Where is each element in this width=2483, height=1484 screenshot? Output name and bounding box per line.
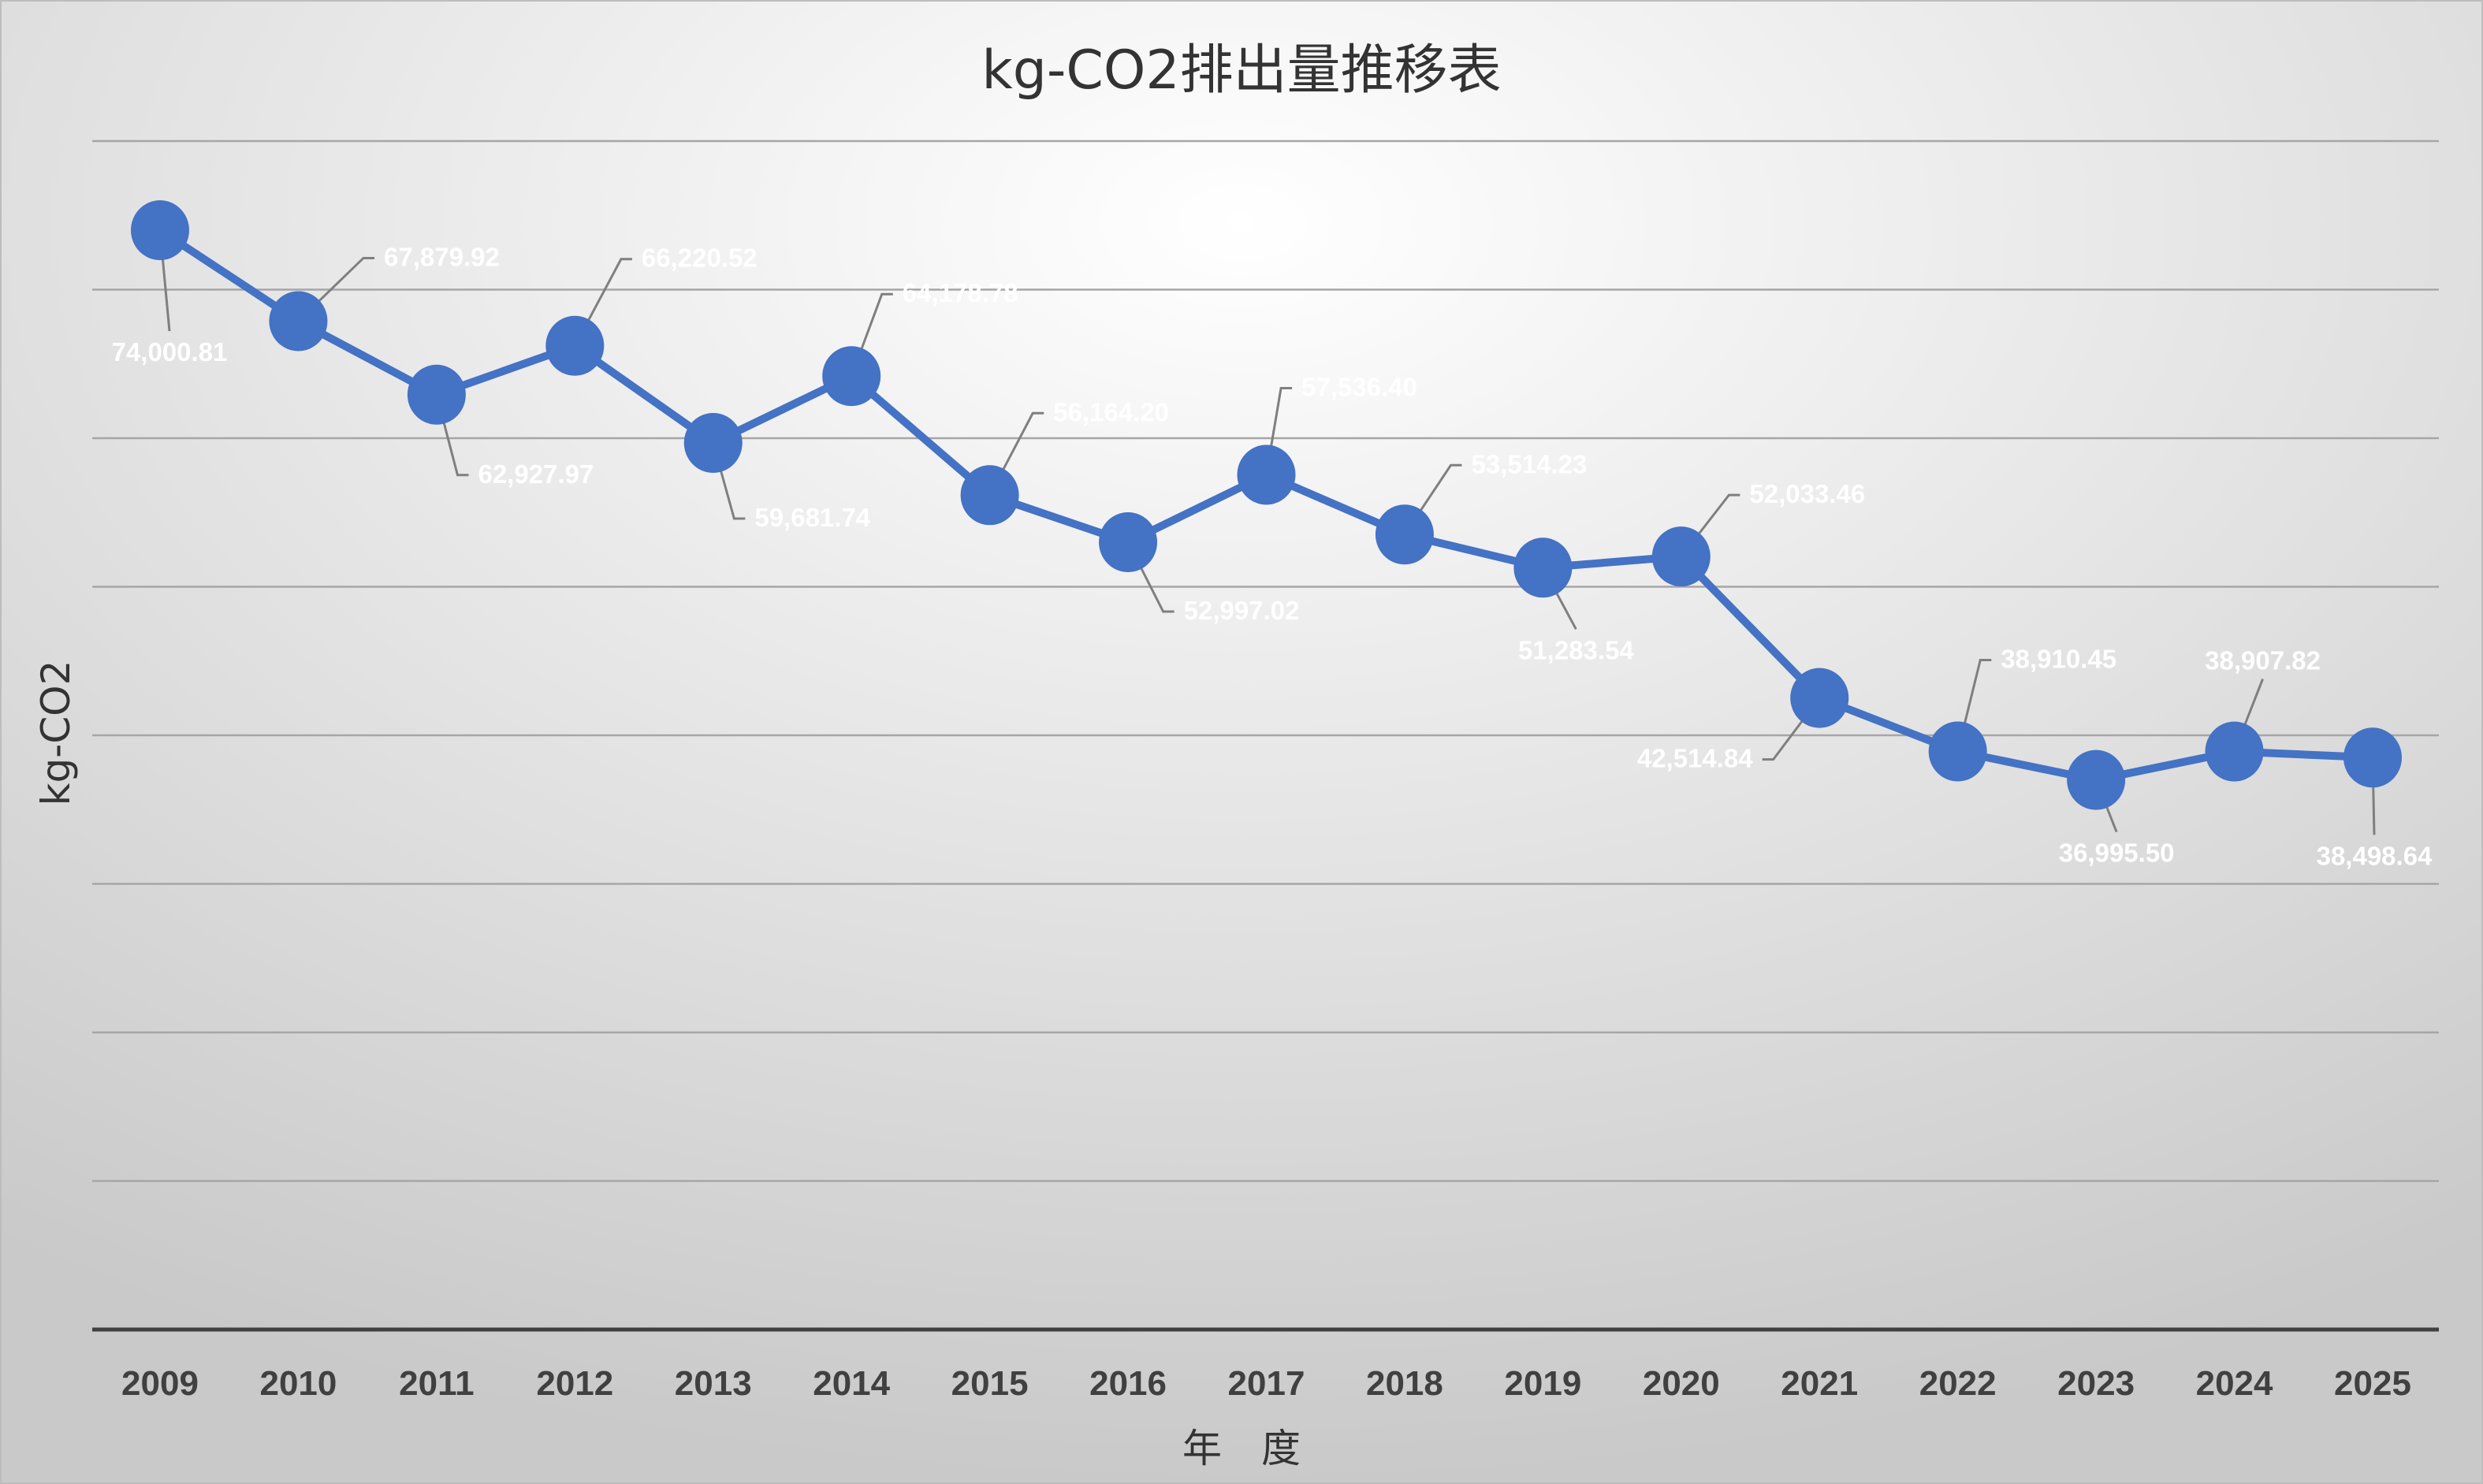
x-tick-label: 2013 bbox=[675, 1364, 752, 1403]
data-label: 67,879.92 bbox=[384, 242, 500, 271]
data-point-marker[interactable] bbox=[1099, 512, 1158, 573]
data-point-marker[interactable] bbox=[1375, 504, 1434, 565]
data-label: 56,164.20 bbox=[1053, 397, 1169, 426]
data-point-marker[interactable] bbox=[131, 200, 189, 261]
data-point-marker[interactable] bbox=[1928, 721, 1987, 782]
x-tick-label: 2016 bbox=[1089, 1364, 1167, 1403]
data-label: 42,514.84 bbox=[1637, 744, 1753, 773]
x-axis-title: 年 度 bbox=[1182, 1426, 1301, 1471]
data-label: 38,498.64 bbox=[2317, 841, 2433, 870]
leader-line bbox=[1956, 659, 1992, 752]
data-label: 74,000.81 bbox=[112, 337, 228, 366]
x-tick-label: 2024 bbox=[2196, 1364, 2273, 1403]
x-tick-label: 2019 bbox=[1504, 1364, 1581, 1403]
data-point-marker[interactable] bbox=[407, 364, 466, 425]
data-point-marker[interactable] bbox=[960, 465, 1019, 526]
data-point-marker[interactable] bbox=[545, 315, 605, 376]
x-tick-label: 2021 bbox=[1781, 1364, 1858, 1403]
data-label: 64,178.78 bbox=[903, 278, 1018, 307]
leader-line bbox=[297, 256, 375, 322]
data-label: 66,220.52 bbox=[642, 244, 758, 273]
data-point-marker[interactable] bbox=[2343, 727, 2402, 788]
leader-line bbox=[988, 411, 1044, 497]
data-label: 51,283.54 bbox=[1518, 635, 1634, 664]
leader-line bbox=[573, 258, 632, 347]
data-label: 52,997.02 bbox=[1184, 596, 1300, 625]
x-tick-label: 2025 bbox=[2334, 1364, 2411, 1403]
data-point-marker[interactable] bbox=[269, 291, 328, 351]
data-point-marker[interactable] bbox=[1237, 444, 1296, 505]
x-tick-label: 2012 bbox=[536, 1364, 613, 1403]
data-label: 53,514.23 bbox=[1472, 449, 1588, 478]
x-tick-label: 2010 bbox=[259, 1364, 337, 1403]
data-label: 57,536.40 bbox=[1301, 372, 1417, 401]
x-tick-label: 2020 bbox=[1643, 1364, 1720, 1403]
x-tick-label: 2015 bbox=[951, 1364, 1029, 1403]
x-tick-label: 2009 bbox=[121, 1364, 199, 1403]
data-label: 36,995.50 bbox=[2059, 839, 2175, 868]
x-tick-label: 2011 bbox=[399, 1364, 474, 1403]
data-label: 62,927.97 bbox=[478, 459, 594, 489]
x-tick-label: 2017 bbox=[1228, 1364, 1305, 1403]
data-point-marker[interactable] bbox=[1651, 526, 1711, 587]
data-point-marker[interactable] bbox=[1790, 668, 1849, 728]
x-tick-label: 2018 bbox=[1366, 1364, 1443, 1403]
chart-title: kg-CO2排出量推移表 bbox=[981, 39, 1501, 102]
x-tick-label: 2022 bbox=[1919, 1364, 1997, 1403]
y-axis-title: kg-CO2 bbox=[33, 660, 79, 806]
x-tick-label: 2023 bbox=[2057, 1364, 2135, 1403]
data-point-marker[interactable] bbox=[2067, 749, 2126, 810]
data-point-marker[interactable] bbox=[2205, 721, 2264, 782]
data-point-marker[interactable] bbox=[683, 412, 743, 473]
data-point-marker[interactable] bbox=[822, 346, 881, 407]
data-label: 38,910.45 bbox=[2001, 645, 2116, 674]
data-point-marker[interactable] bbox=[1513, 537, 1573, 598]
x-tick-label: 2014 bbox=[813, 1364, 890, 1403]
data-label: 59,681.74 bbox=[754, 503, 870, 532]
data-label: 52,033.46 bbox=[1749, 479, 1865, 508]
data-label: 38,907.82 bbox=[2205, 646, 2321, 675]
